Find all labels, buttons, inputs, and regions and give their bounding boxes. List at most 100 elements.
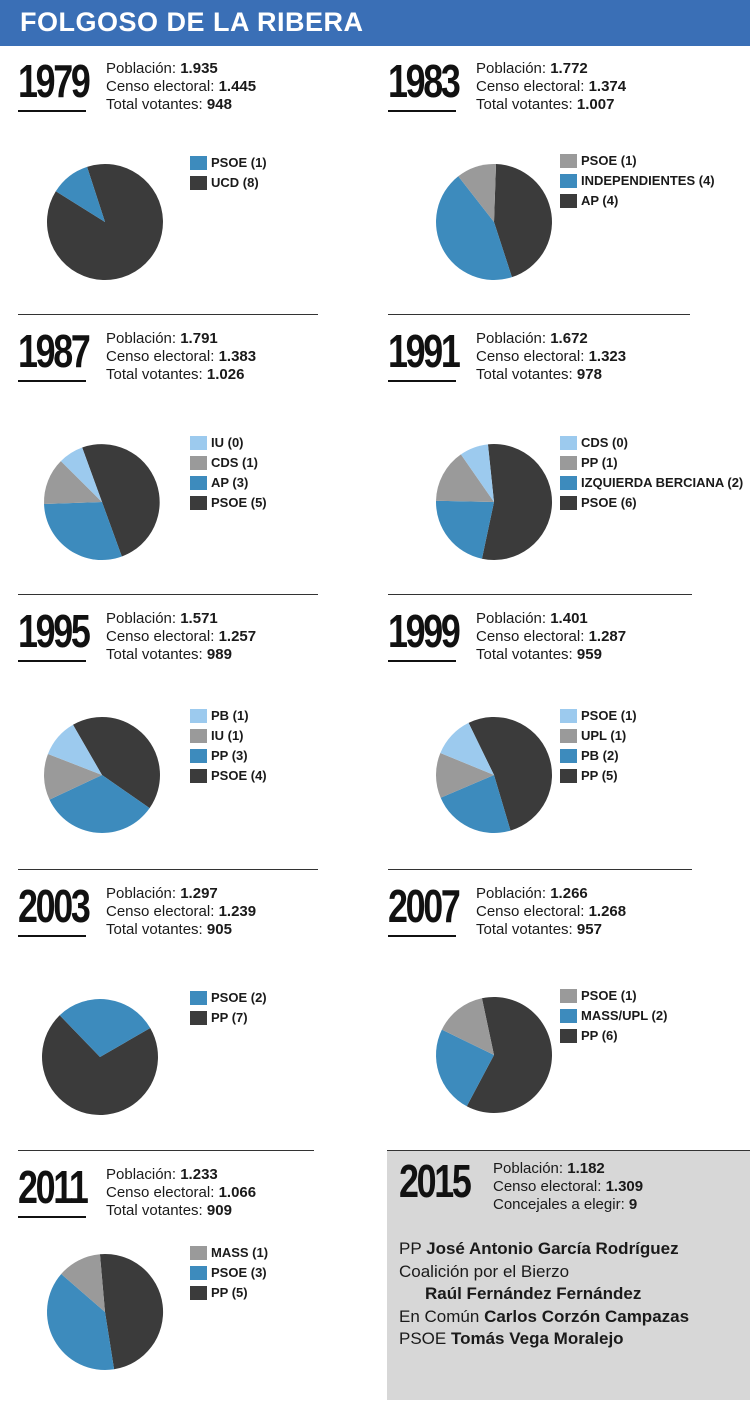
stat-row: Población: 1.233 — [106, 1166, 256, 1184]
header-bar: FOLGOSO DE LA RIBERA — [0, 0, 750, 46]
pie-slice — [436, 176, 512, 280]
pie-slice — [47, 1273, 115, 1371]
stat-row: Total votantes: 948 — [106, 96, 256, 114]
poblacion-value: 1.571 — [180, 610, 218, 627]
censo-value: 1.257 — [218, 628, 257, 645]
legend-label: AP (3) — [211, 475, 249, 490]
pie-slice — [46, 164, 163, 281]
pie-slice — [60, 447, 102, 502]
stat-row: Población: 1.791 — [106, 330, 256, 348]
stat-row: Total votantes: 989 — [106, 646, 256, 664]
election-panel-1983: 1983 Población: 1.772 Censo electoral: 1.3… — [388, 44, 748, 316]
page-title: FOLGOSO DE LA RIBERA — [20, 7, 364, 37]
censo-value: 1.287 — [588, 628, 627, 645]
year-label: 2015 — [399, 1155, 472, 1207]
censo-label: Censo electoral: — [106, 628, 219, 645]
legend-label: AP (4) — [581, 193, 619, 208]
legend-label: PSOE (1) — [211, 155, 267, 170]
divider — [387, 1150, 750, 1151]
legend-swatch — [190, 1011, 207, 1025]
legend-swatch — [560, 769, 577, 783]
pie-chart — [43, 717, 160, 833]
censo-value: 1.066 — [218, 1184, 257, 1201]
censo-value: 1.309 — [605, 1178, 644, 1195]
stat-row: Censo electoral: 1.323 — [476, 348, 626, 366]
votantes-label: Total votantes: — [106, 646, 207, 663]
legend-swatch — [560, 709, 577, 723]
pie-slice — [436, 454, 494, 502]
stat-row: Censo electoral: 1.383 — [106, 348, 256, 366]
poblacion-value: 1.182 — [567, 1160, 605, 1177]
legend-label: CDS (0) — [581, 435, 628, 450]
legend-swatch — [190, 709, 207, 723]
stat-row: Total votantes: 957 — [476, 921, 626, 939]
votantes-label: Total votantes: — [106, 1202, 207, 1219]
legend-label: PP (3) — [211, 748, 248, 763]
candidate-name: José Antonio García Rodríguez — [426, 1239, 679, 1258]
stat-row: Población: 1.772 — [476, 60, 626, 78]
legend-label: IZQUIERDA BERCIANA (2) — [581, 475, 744, 490]
year-label: 1987 — [18, 325, 91, 377]
legend-label: PSOE (4) — [211, 768, 267, 783]
stat-row: Censo electoral: 1.445 — [106, 78, 256, 96]
year-underline — [388, 935, 456, 937]
legend-swatch — [190, 156, 207, 170]
candidate-name: Raúl Fernández Fernández — [425, 1284, 642, 1303]
legend-swatch — [190, 749, 207, 763]
candidate-party: Coalición por el Bierzo — [399, 1261, 570, 1281]
poblacion-label: Población: — [106, 60, 181, 77]
stat-row: Población: 1.266 — [476, 885, 626, 903]
concejales-value: 9 — [628, 1196, 638, 1213]
poblacion-label: Población: — [106, 330, 181, 347]
legend-swatch — [560, 456, 577, 470]
legend-label: PP (6) — [581, 1028, 618, 1043]
legend-label: PP (7) — [211, 1010, 248, 1025]
pie-slice — [435, 1029, 494, 1107]
poblacion-label: Población: — [106, 610, 181, 627]
legend-swatch — [190, 476, 207, 490]
legend-label: PSOE (1) — [581, 153, 637, 168]
year-underline — [18, 110, 86, 112]
election-panel-2007: 2007 Población: 1.266 Censo electoral: 1.2… — [388, 869, 748, 1141]
poblacion-value: 1.791 — [180, 330, 218, 347]
year-underline — [18, 935, 86, 937]
censo-label: Censo electoral: — [476, 78, 589, 95]
censo-label: Censo electoral: — [476, 348, 589, 365]
stat-row: Población: 1.571 — [106, 610, 256, 628]
votantes-label: Total votantes: — [476, 921, 577, 938]
election-panel-1979: 1979 Población: 1.935 Censo electoral: 1.4… — [18, 44, 378, 316]
pie-slice — [73, 717, 160, 809]
pie-slice — [468, 716, 553, 831]
stats-2015: Población: 1.182 Censo electoral: 1.309 … — [493, 1160, 643, 1214]
legend-swatch — [190, 436, 207, 450]
poblacion-label: Población: — [106, 885, 181, 902]
votantes-value: 905 — [206, 921, 232, 938]
candidate-name: Carlos Corzón Campazas — [484, 1306, 690, 1326]
votantes-value: 1.026 — [206, 366, 245, 383]
stats-block: Población: 1.672 Censo electoral: 1.323 To… — [476, 330, 626, 384]
stat-row: Total votantes: 909 — [106, 1202, 256, 1220]
legend-swatch — [560, 729, 577, 743]
poblacion-label: Población: — [493, 1160, 564, 1177]
election-panel-1999: 1999 Población: 1.401 Censo electoral: 1.2… — [388, 594, 748, 866]
poblacion-label: Población: — [476, 60, 551, 77]
votantes-value: 957 — [576, 921, 602, 938]
censo-value: 1.374 — [588, 78, 627, 95]
censo-value: 1.239 — [218, 903, 257, 920]
legend-label: INDEPENDIENTES (4) — [581, 173, 715, 188]
year-label: 1995 — [18, 605, 91, 657]
censo-label: Censo electoral: — [106, 903, 219, 920]
box-2015: 2015 Población: 1.182 Censo electoral: 1… — [387, 1150, 750, 1400]
legend-label: PSOE (6) — [581, 495, 637, 510]
year-underline — [388, 380, 456, 382]
poblacion-label: Población: — [106, 1166, 181, 1183]
censo-label: Censo electoral: — [106, 348, 219, 365]
legend-label: PSOE (2) — [211, 990, 267, 1005]
year-label: 2003 — [18, 880, 91, 932]
stat-row: Total votantes: 905 — [106, 921, 256, 939]
legend-swatch — [560, 476, 577, 490]
poblacion-value: 1.772 — [550, 60, 588, 77]
pie-slice — [481, 444, 553, 561]
year-underline — [18, 380, 86, 382]
stats-block: Población: 1.233 Censo electoral: 1.066 To… — [106, 1166, 256, 1220]
